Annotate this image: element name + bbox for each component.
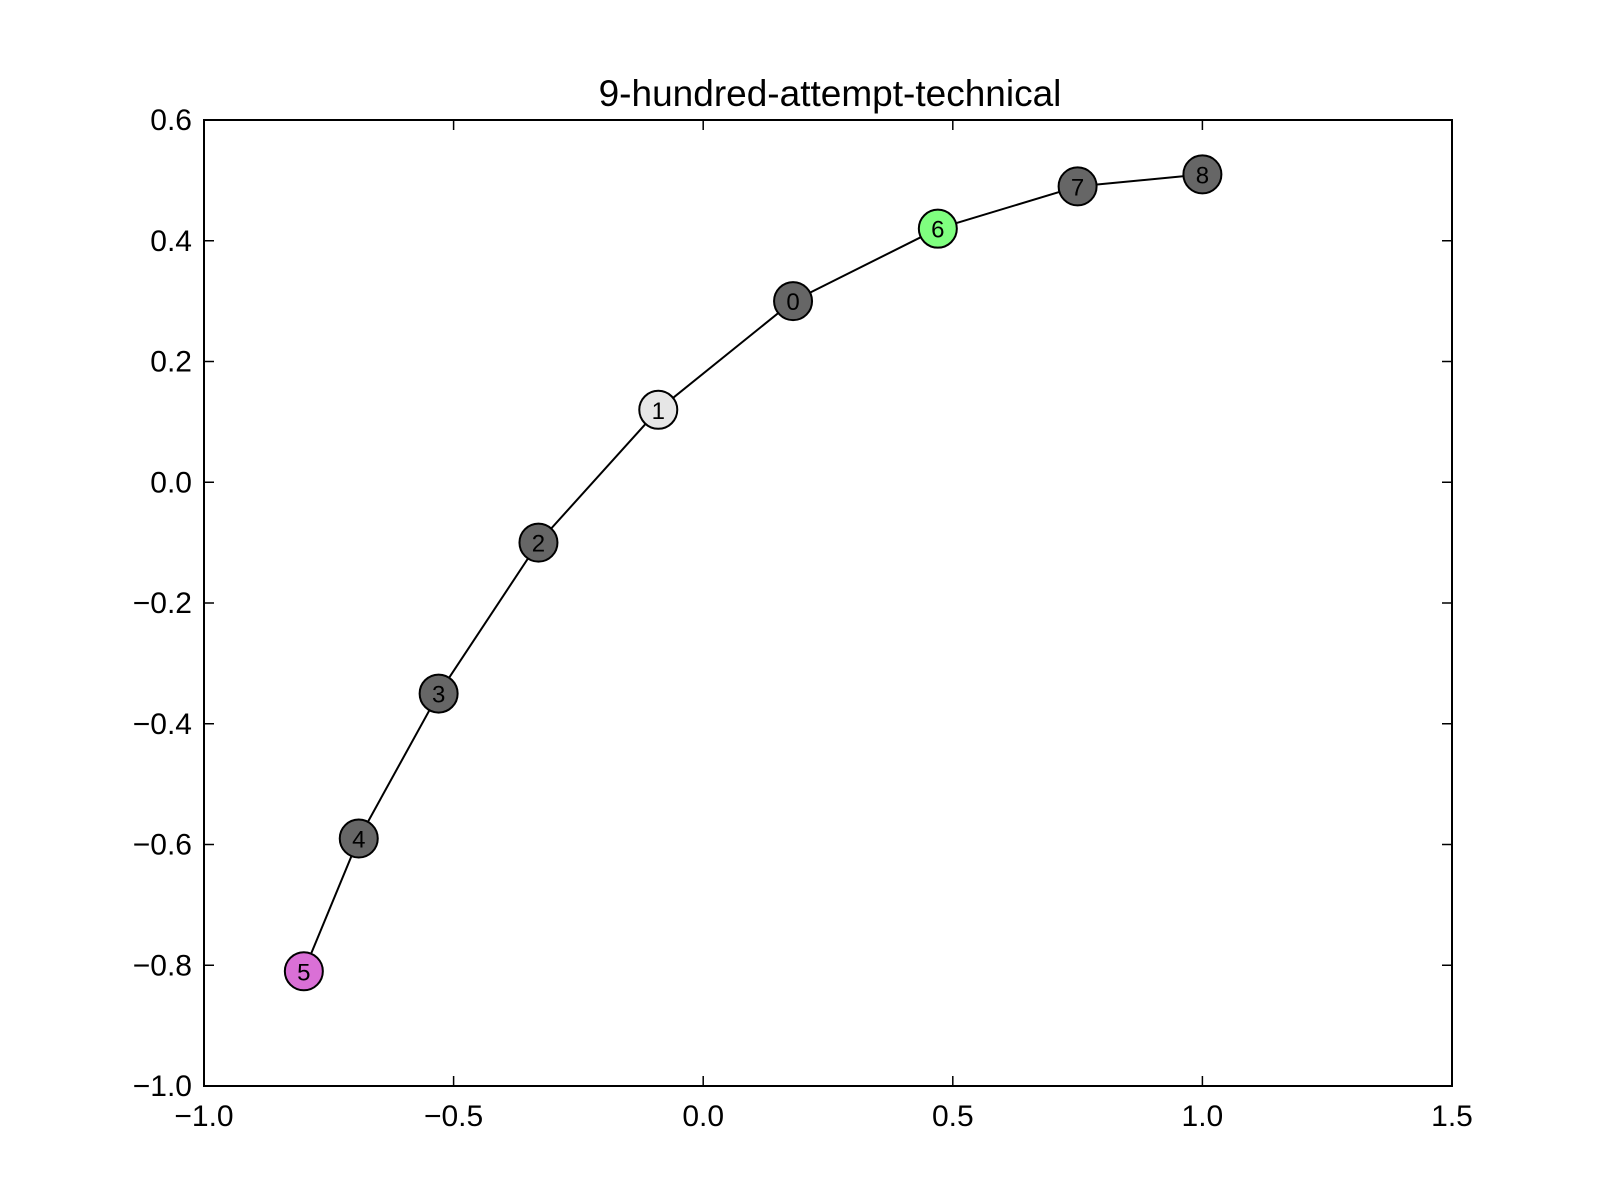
- node-4: 4: [338, 818, 379, 859]
- node-label: 4: [352, 826, 365, 853]
- node-7: 7: [1057, 166, 1098, 207]
- node-marker: [1182, 154, 1223, 195]
- edge-7-8: [1077, 173, 1203, 188]
- x-tick-label: 0.0: [682, 1100, 724, 1133]
- node-marker: [418, 673, 459, 714]
- node-marker: [638, 389, 679, 430]
- node-marker: [518, 522, 559, 563]
- ticks-layer: −1.0 −0.5 0.0 0.5 1.0 1.5 −1.0 −0.8 −0.6 −0.4 −0.2…: [133, 104, 1473, 1133]
- edge-6-7: [937, 185, 1078, 230]
- node-label: 0: [786, 289, 799, 316]
- nodes-layer: 5 4 3 2 1 0 6 7 8: [283, 154, 1223, 992]
- edge-3-2: [437, 542, 540, 695]
- x-tick-label: 1.0: [1182, 1100, 1224, 1133]
- edge-5-4: [302, 838, 360, 972]
- node-label: 7: [1071, 174, 1084, 201]
- y-tick-label: −0.8: [133, 949, 192, 982]
- chart-title: 9-hundred-attempt-technical: [599, 73, 1062, 114]
- edge-1-0: [657, 300, 794, 411]
- y-tick-label: −0.2: [133, 587, 192, 620]
- node-marker: [917, 208, 958, 249]
- x-tick-label: −0.5: [424, 1100, 483, 1133]
- y-tick-label: 0.6: [150, 104, 192, 137]
- node-8: 8: [1182, 154, 1223, 195]
- node-2: 2: [518, 522, 559, 563]
- node-3: 3: [418, 673, 459, 714]
- node-0: 0: [773, 281, 814, 322]
- x-tick-label: −1.0: [174, 1100, 233, 1133]
- node-label: 6: [931, 217, 944, 244]
- y-tick-label: 0.0: [150, 466, 192, 499]
- node-label: 1: [652, 398, 665, 425]
- node-5: 5: [283, 951, 324, 992]
- edge-4-3: [357, 693, 440, 839]
- node-marker: [283, 951, 324, 992]
- node-marker: [773, 281, 814, 322]
- plot-frame: [203, 119, 1453, 1087]
- node-label: 5: [297, 959, 310, 986]
- edges-layer: [302, 173, 1203, 972]
- x-tick-label: 0.5: [932, 1100, 974, 1133]
- node-label: 8: [1196, 162, 1209, 189]
- edge-2-1: [537, 409, 660, 544]
- node-label: 3: [432, 682, 445, 709]
- y-tick-label: −1.0: [133, 1070, 192, 1103]
- y-tick-label: −0.6: [133, 829, 192, 862]
- node-marker: [338, 818, 379, 859]
- node-label: 2: [532, 531, 545, 558]
- y-tick-label: 0.2: [150, 346, 192, 379]
- node-6: 6: [917, 208, 958, 249]
- node-1: 1: [638, 389, 679, 430]
- y-tick-label: 0.4: [150, 225, 192, 258]
- node-marker: [1057, 166, 1098, 207]
- edge-0-6: [792, 227, 939, 303]
- y-tick-label: −0.4: [133, 708, 192, 741]
- x-tick-label: 1.5: [1431, 1100, 1473, 1133]
